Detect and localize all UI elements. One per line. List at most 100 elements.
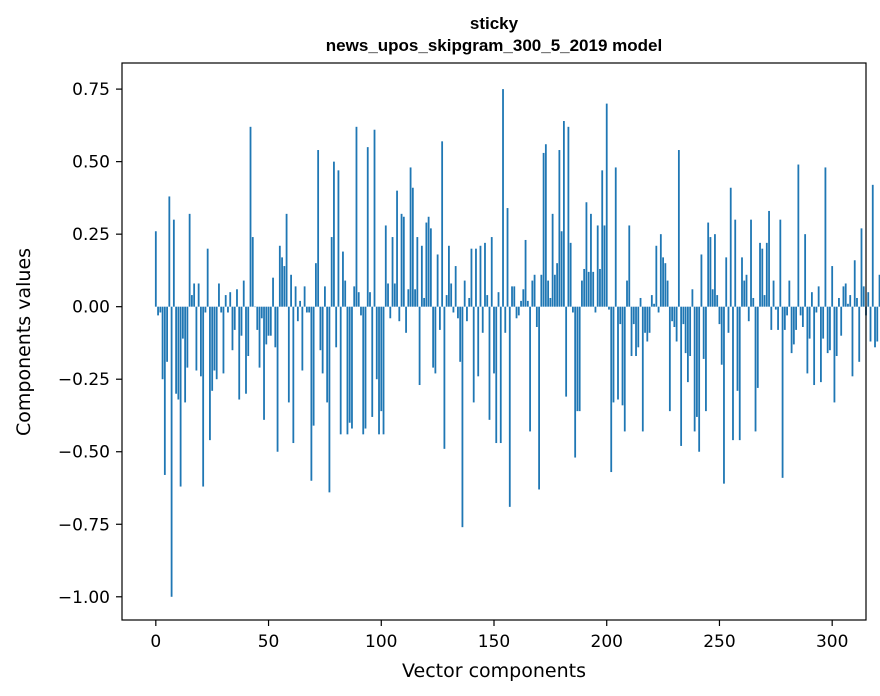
bar-314 xyxy=(862,286,865,307)
y-tick-label: −0.75 xyxy=(58,515,110,535)
bar-79 xyxy=(333,161,335,307)
bar-306 xyxy=(844,283,847,307)
bar-119 xyxy=(423,297,426,307)
bar-275 xyxy=(774,306,777,310)
bar-307 xyxy=(847,303,849,307)
y-axis-label: Components values xyxy=(13,248,35,436)
bar-283 xyxy=(792,306,795,345)
bar-5 xyxy=(166,306,168,362)
bar-209 xyxy=(626,280,628,307)
y-axis-ticks: −1.00 −0.75 −0.50 −0.25 0.00 0.25 0.50 0.75 xyxy=(58,80,122,608)
bar-21 xyxy=(202,306,205,487)
bar-17 xyxy=(193,283,196,307)
bar-161 xyxy=(517,306,520,316)
bar-3 xyxy=(161,306,164,380)
bar-35 xyxy=(233,306,236,330)
bar-198 xyxy=(601,170,604,307)
bar-164 xyxy=(524,239,527,307)
bar-241 xyxy=(698,306,701,452)
bar-294 xyxy=(817,286,820,307)
bar-128 xyxy=(443,306,446,449)
bar-182 xyxy=(565,306,568,397)
bar-8 xyxy=(172,219,175,307)
bar-248 xyxy=(714,234,716,307)
bar-130 xyxy=(448,245,450,307)
bar-151 xyxy=(495,306,498,444)
bar-227 xyxy=(666,280,669,307)
bar-56 xyxy=(281,257,283,307)
bar-289 xyxy=(806,306,809,374)
bar-53 xyxy=(274,306,277,348)
bar-163 xyxy=(522,289,525,307)
bar-134 xyxy=(457,306,459,319)
bar-109 xyxy=(400,213,403,307)
bar-39 xyxy=(242,280,245,307)
bar-300 xyxy=(831,266,834,307)
bar-64 xyxy=(299,300,302,307)
y-tick-label: 0.50 xyxy=(72,153,110,173)
bar-100 xyxy=(380,306,383,412)
bar-158 xyxy=(511,286,513,307)
bar-312 xyxy=(858,306,861,362)
bar-193 xyxy=(590,213,592,307)
bar-206 xyxy=(619,306,622,325)
bar-12 xyxy=(181,306,184,339)
bar-243 xyxy=(702,306,705,359)
bar-68 xyxy=(308,306,311,313)
bar-54 xyxy=(276,306,279,452)
y-tick-label: 0.75 xyxy=(72,80,110,100)
bar-33 xyxy=(229,292,232,307)
y-tick-label: 0.00 xyxy=(72,298,110,318)
bar-257 xyxy=(734,219,737,307)
bar-132 xyxy=(452,306,455,313)
bar-96 xyxy=(371,306,374,417)
x-tick-label: 250 xyxy=(703,632,735,652)
bar-221 xyxy=(653,303,655,307)
bar-303 xyxy=(838,297,840,307)
bar-52 xyxy=(272,277,274,307)
bar-99 xyxy=(378,306,380,435)
bar-203 xyxy=(612,306,615,403)
bar-192 xyxy=(587,271,590,307)
bar-222 xyxy=(655,245,658,307)
bar-226 xyxy=(664,263,667,307)
bar-78 xyxy=(330,237,333,307)
bar-263 xyxy=(747,306,750,322)
bar-184 xyxy=(569,242,572,307)
bar-181 xyxy=(562,121,565,307)
bar-232 xyxy=(677,150,680,307)
bar-297 xyxy=(824,167,827,307)
bar-186 xyxy=(574,306,577,458)
bar-254 xyxy=(727,306,730,333)
bar-292 xyxy=(813,306,816,386)
bar-148 xyxy=(488,306,491,420)
bar-218 xyxy=(646,306,649,342)
bar-135 xyxy=(459,306,462,362)
bar-91 xyxy=(360,306,362,316)
bar-139 xyxy=(468,297,471,307)
bar-195 xyxy=(594,306,597,313)
bar-230 xyxy=(673,306,676,327)
bar-236 xyxy=(686,306,689,383)
x-tick-label: 0 xyxy=(150,632,161,652)
bar-228 xyxy=(668,306,671,412)
bar-308 xyxy=(849,295,852,307)
bar-211 xyxy=(630,306,633,357)
bar-122 xyxy=(429,228,432,307)
bar-13 xyxy=(184,306,187,403)
bar-116 xyxy=(416,237,419,307)
bar-266 xyxy=(754,306,757,432)
bar-65 xyxy=(301,306,304,371)
bar-136 xyxy=(461,306,464,528)
bar-313 xyxy=(860,228,863,307)
bar-281 xyxy=(788,280,791,307)
bar-104 xyxy=(389,306,392,319)
bar-24 xyxy=(209,306,211,441)
bar-212 xyxy=(632,306,635,325)
bar-317 xyxy=(869,306,872,342)
bar-251 xyxy=(720,306,723,365)
bar-94 xyxy=(366,147,369,307)
bar-28 xyxy=(218,283,220,307)
y-tick-label: 0.25 xyxy=(72,225,110,245)
bar-200 xyxy=(605,103,608,307)
